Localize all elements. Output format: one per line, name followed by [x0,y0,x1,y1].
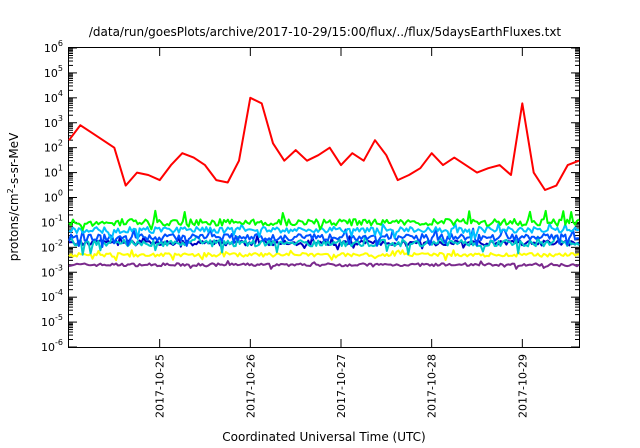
y-tick-label: 106 [44,39,63,55]
y-tick-label: 10-2 [41,238,63,254]
x-axis-label: Coordinated Universal Time (UTC) [222,430,425,444]
y-tick-label: 10-4 [41,288,63,304]
y-tick-label: 10-5 [41,313,63,329]
y-tick-base: 10 [41,216,55,229]
chart-title: /data/run/goesPlots/archive/2017-10-29/1… [89,25,562,39]
x-tick-label: 2017-10-29 [516,354,529,418]
x-tick-label: 2017-10-25 [154,354,167,418]
x-axis: 2017-10-25 2017-10-26 2017-10-27 2017-10-28… [154,48,529,418]
y-tick-exponent: 6 [58,39,63,48]
y-tick-label: 102 [44,139,63,155]
y-tick-exponent: 3 [58,114,63,123]
y-tick-base: 10 [41,341,55,354]
series-line [68,227,580,248]
y-tick-base: 10 [41,241,55,254]
y-tick-exponent: 5 [58,64,63,73]
y-tick-base: 10 [44,192,58,205]
y-tick-base: 10 [41,266,55,279]
series-line [68,96,580,191]
y-tick-exponent: 4 [58,89,63,98]
series-line [68,209,580,231]
y-tick-label: 101 [44,164,63,180]
y-tick-exponent: 0 [58,189,63,198]
y-axis: 10-610-510-410-310-210-11001011021031041… [41,39,579,354]
y-axis-label-rest: -s-sr-MeV [7,132,21,188]
y-tick-exponent: 2 [58,139,63,148]
x-tick-label: 2017-10-27 [335,354,348,418]
y-tick-label: 103 [44,114,63,130]
y-tick-base: 10 [44,92,58,105]
y-axis-label: protons/cm2-s-sr-MeV [6,132,21,261]
y-tick-base: 10 [44,142,58,155]
y-tick-label: 10-6 [41,338,63,354]
series-layer [68,96,580,270]
y-tick-exponent: -2 [55,238,63,247]
y-tick-exponent: -4 [55,288,63,297]
y-tick-base: 10 [44,117,58,130]
y-tick-exponent: -5 [55,313,63,322]
y-tick-exponent: 1 [58,164,63,173]
series-line [68,222,580,241]
plot-frame [68,47,580,348]
y-tick-label: 100 [44,189,63,205]
y-axis-label-main: protons/cm [7,193,21,261]
series-line [68,234,580,256]
y-tick-base: 10 [41,316,55,329]
y-tick-exponent: -1 [55,213,63,222]
y-tick-base: 10 [41,291,55,304]
x-tick-label: 2017-10-28 [426,354,439,418]
y-tick-base: 10 [44,167,58,180]
y-tick-base: 10 [44,67,58,80]
y-tick-label: 104 [44,89,63,105]
series-line [68,260,580,270]
y-tick-base: 10 [44,42,58,55]
y-tick-label: 105 [44,64,63,80]
y-tick-label: 10-3 [41,263,63,279]
y-tick-exponent: -6 [55,338,63,347]
y-tick-exponent: -3 [55,263,63,272]
y-axis-label-sup: 2 [6,188,15,193]
x-tick-label: 2017-10-26 [244,354,257,418]
series-line [68,249,580,262]
y-tick-label: 10-1 [41,213,63,229]
